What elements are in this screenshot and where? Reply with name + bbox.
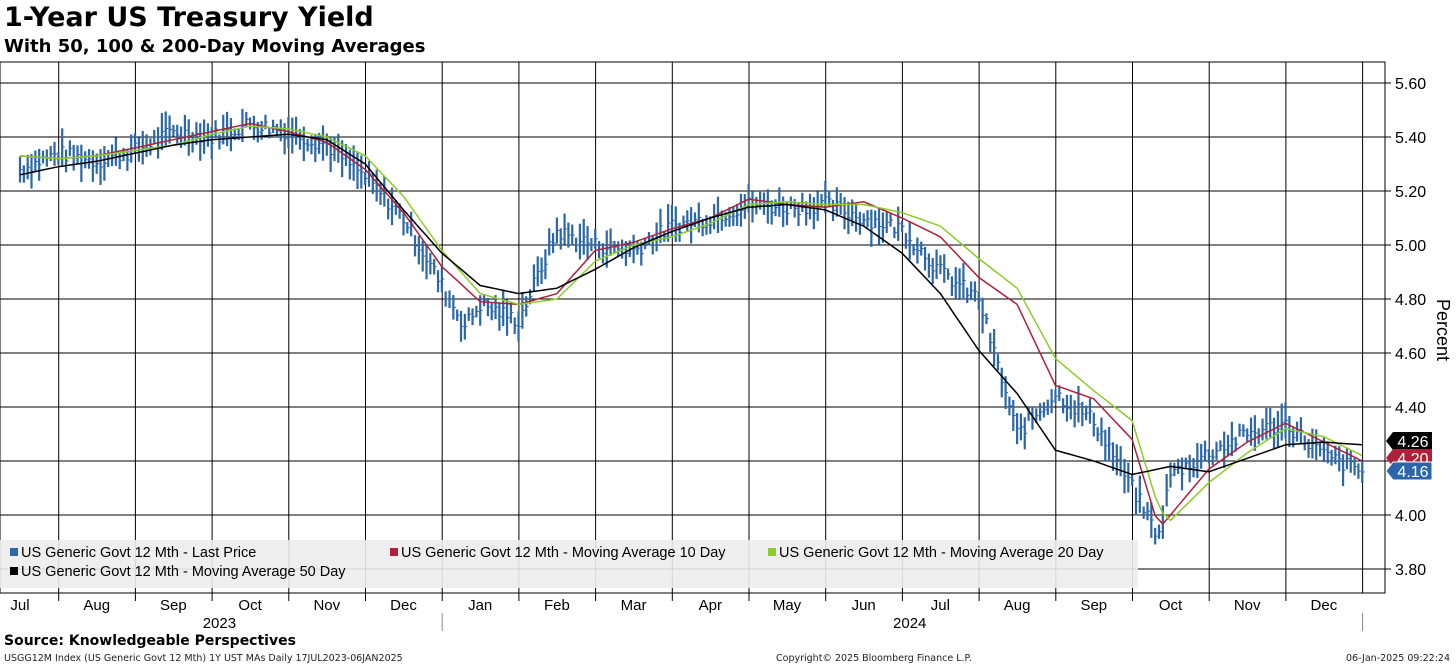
- legend-label-ma50: US Generic Govt 12 Mth - Moving Average …: [21, 564, 346, 580]
- source-note: Source: Knowledgeable Perspectives: [4, 633, 296, 649]
- y-tick-label: 5.60: [1395, 76, 1426, 93]
- x-tick-label: Aug: [83, 597, 110, 614]
- legend-swatch-ma50: [10, 567, 18, 575]
- x-tick-label: Sep: [1080, 597, 1107, 614]
- y-axis-label: Percent: [1433, 299, 1453, 361]
- legend-box: [0, 540, 1138, 588]
- legend-label-price: US Generic Govt 12 Mth - Last Price: [21, 545, 256, 561]
- y-tick-label: 4.80: [1395, 292, 1426, 309]
- chart-subtitle: With 50, 100 & 200-Day Moving Averages: [4, 36, 426, 57]
- y-tick-label: 4.60: [1395, 346, 1426, 363]
- footer-timestamp: 06-Jan-2025 09:22:24: [1346, 653, 1450, 664]
- plot-frame: [0, 61, 1386, 594]
- legend-swatch-price: [10, 548, 18, 556]
- y-tick-label: 5.20: [1395, 184, 1426, 201]
- last-tag-ma50: [1386, 432, 1432, 450]
- x-tick-label: Nov: [313, 597, 340, 614]
- x-tick-label: Oct: [238, 597, 262, 614]
- y-tick-label: 3.80: [1395, 562, 1426, 579]
- footer-description: USGG12M Index (US Generic Govt 12 Mth) 1…: [4, 653, 403, 664]
- x-axis: Jul Aug Sep Oct Nov Dec Jan Feb Mar Apr May Jun Jul A…: [10, 593, 1364, 632]
- y-axis: 5.605.405.205.004.804.604.404.204.003.80…: [1385, 76, 1453, 579]
- last-tag-label-price: 4.16: [1397, 464, 1428, 481]
- x-tick-label: Jul: [931, 597, 950, 614]
- year-label: 2023: [203, 615, 236, 632]
- x-tick-label: Aug: [1004, 597, 1031, 614]
- x-tick-label: Jun: [852, 597, 876, 614]
- last-tag-label-ma50: 4.26: [1397, 434, 1428, 451]
- last-tag-price: [1385, 461, 1433, 481]
- x-tick-label: Apr: [699, 597, 722, 614]
- legend-label-ma10: US Generic Govt 12 Mth - Moving Average …: [401, 545, 726, 561]
- y-tick-label: 4.40: [1395, 400, 1426, 417]
- line-ma20: [19, 125, 1363, 522]
- x-tick-label: Feb: [544, 597, 570, 614]
- chart-title: 1-Year US Treasury Yield: [4, 2, 374, 33]
- legend: US Generic Govt 12 Mth - Last Price US Ge…: [0, 540, 1138, 588]
- footer-copyright: Copyright© 2025 Bloomberg Finance L.P.: [776, 653, 972, 664]
- legend-swatch-ma10: [390, 548, 398, 556]
- x-tick-label: May: [773, 597, 802, 614]
- x-tick-label: Mar: [621, 597, 647, 614]
- x-tick-label: Nov: [1234, 597, 1261, 614]
- x-tick-label: Sep: [160, 597, 187, 614]
- x-tick-label: Oct: [1159, 597, 1183, 614]
- grid-lines: [0, 61, 1386, 594]
- x-tick-label: Dec: [390, 597, 417, 614]
- y-tick-label: 5.40: [1395, 130, 1426, 147]
- x-tick-label: Jul: [10, 597, 29, 614]
- year-label: 2024: [893, 615, 926, 632]
- line-ma50: [19, 133, 1363, 476]
- moving-average-lines: [19, 122, 1363, 526]
- y-tick-label: 4.00: [1395, 508, 1426, 525]
- x-tick-label: Dec: [1311, 597, 1338, 614]
- line-ma10: [19, 122, 1363, 526]
- legend-label-ma20: US Generic Govt 12 Mth - Moving Average …: [779, 545, 1104, 561]
- y-tick-label: 5.00: [1395, 238, 1426, 255]
- x-tick-label: Jan: [468, 597, 492, 614]
- price-bars: [18, 108, 1365, 545]
- legend-swatch-ma20: [768, 548, 776, 556]
- last-value-tags: 4.264.204.16: [1385, 432, 1433, 481]
